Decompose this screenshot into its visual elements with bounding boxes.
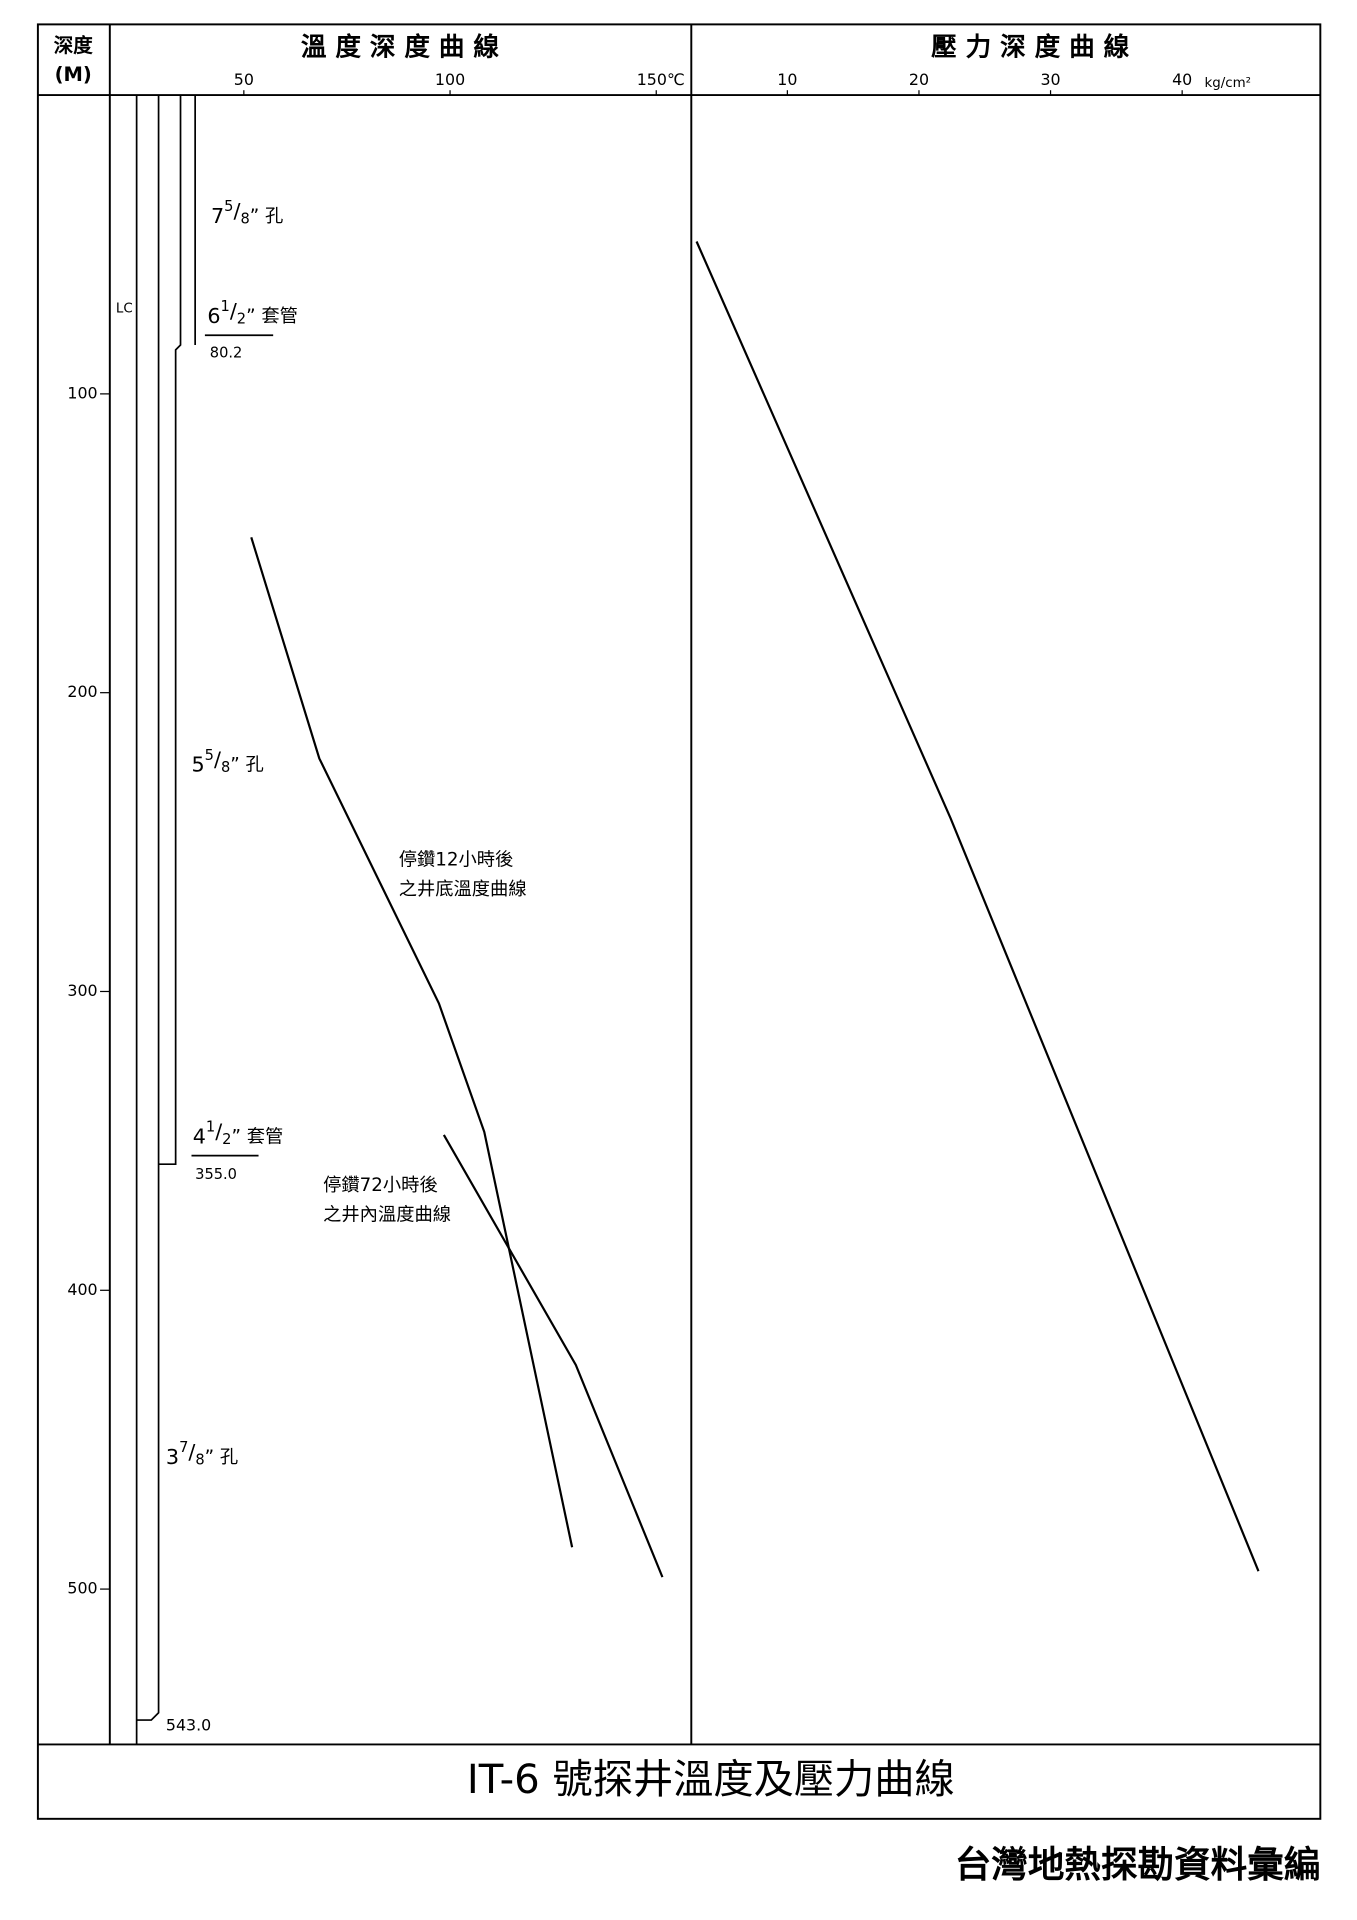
x-tick-label: 40	[1172, 70, 1192, 89]
well-note: 61/2” 套管	[207, 298, 298, 328]
suffix: ” 套管	[231, 1126, 283, 1147]
panel-title: 溫 度 深 度 曲 線	[301, 32, 500, 63]
y-tick-label: 500	[67, 1579, 97, 1598]
suffix: ” 孔	[230, 755, 264, 776]
data-line	[250, 536, 574, 1548]
well-label: LC	[116, 301, 133, 316]
well-label: 543.0	[166, 1716, 211, 1735]
numerator: 1	[206, 1119, 215, 1136]
suffix: ” 套管	[246, 306, 298, 327]
slash: /	[230, 299, 237, 323]
slash: /	[188, 1440, 195, 1464]
x-tick-label: 100	[435, 70, 465, 89]
footer: 台灣地熱探勘資料彙編	[955, 1843, 1321, 1886]
well-note: 37/8” 孔	[166, 1439, 238, 1469]
whole: 7	[211, 204, 224, 228]
x-tick-label: 30	[1040, 70, 1060, 89]
whole: 4	[193, 1124, 206, 1148]
denominator: 2	[222, 1131, 231, 1148]
x-tick-label: 50	[234, 70, 254, 89]
slash: /	[215, 1119, 222, 1143]
panel-title: 壓 力 深 度 曲 線	[931, 32, 1130, 63]
denominator: 8	[195, 1451, 204, 1468]
y-tick-label: 300	[67, 981, 97, 1000]
y-tick-label: 100	[67, 383, 97, 402]
curve-label: 之井底溫度曲線	[399, 879, 527, 900]
well-line	[158, 95, 182, 1166]
numerator: 5	[224, 198, 233, 215]
suffix: ” 孔	[205, 1447, 239, 1468]
data-line	[695, 241, 1260, 1572]
slash: /	[214, 748, 221, 772]
y-axis-label: 深度	[54, 34, 94, 57]
curve-label: 之井內溫度曲線	[323, 1204, 451, 1225]
numerator: 1	[221, 298, 230, 315]
casing-depth: 80.2	[210, 345, 243, 362]
slash: /	[233, 199, 240, 223]
well-note: 41/2” 套管	[193, 1119, 284, 1149]
y-axis-label: (M)	[55, 63, 92, 86]
y-tick-label: 200	[67, 682, 97, 701]
well-note: 55/8” 孔	[191, 747, 263, 777]
suffix: ” 孔	[250, 206, 284, 227]
whole: 3	[166, 1445, 179, 1469]
denominator: 8	[240, 210, 249, 227]
curve-label: 停鑽12小時後	[399, 850, 514, 871]
x-tick-label: 150℃	[637, 70, 685, 89]
well-line	[136, 95, 160, 1721]
figure-title: IT-6 號探井溫度及壓力曲線	[467, 1757, 955, 1803]
y-tick-label: 400	[67, 1280, 97, 1299]
data-line	[442, 1134, 664, 1578]
whole: 6	[207, 304, 220, 328]
numerator: 7	[179, 1439, 188, 1456]
casing-depth: 355.0	[195, 1166, 237, 1183]
x-tick-label: 10	[777, 70, 797, 89]
denominator: 2	[237, 310, 246, 327]
x-tick-label: 20	[909, 70, 929, 89]
well-note: 75/8” 孔	[211, 198, 283, 228]
outer-frame	[36, 23, 1322, 1820]
x-unit: kg/cm²	[1205, 76, 1252, 91]
curve-label: 停鑽72小時後	[323, 1175, 438, 1196]
denominator: 8	[221, 759, 230, 776]
numerator: 5	[205, 747, 214, 764]
whole: 5	[191, 753, 204, 777]
